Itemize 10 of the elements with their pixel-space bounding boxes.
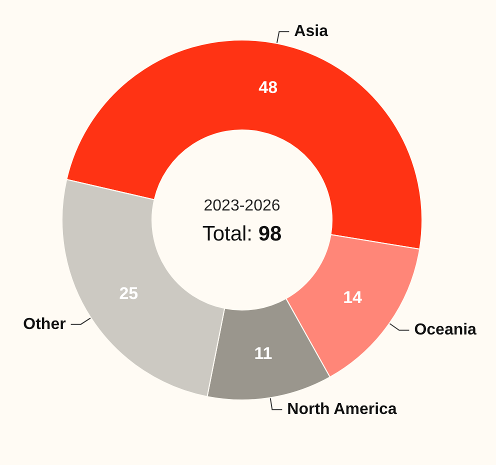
slice-label: Oceania	[414, 322, 477, 339]
data-label: 14	[343, 288, 363, 308]
data-label: 48	[258, 78, 278, 98]
data-label: 25	[119, 284, 138, 303]
text: 2023-2026	[204, 198, 280, 214]
slice-label: North America	[287, 401, 397, 418]
slice-label: Other	[23, 316, 66, 333]
slice-label: Asia	[294, 23, 328, 40]
text: Total: 98	[202, 222, 282, 246]
data-label: 11	[254, 344, 272, 363]
